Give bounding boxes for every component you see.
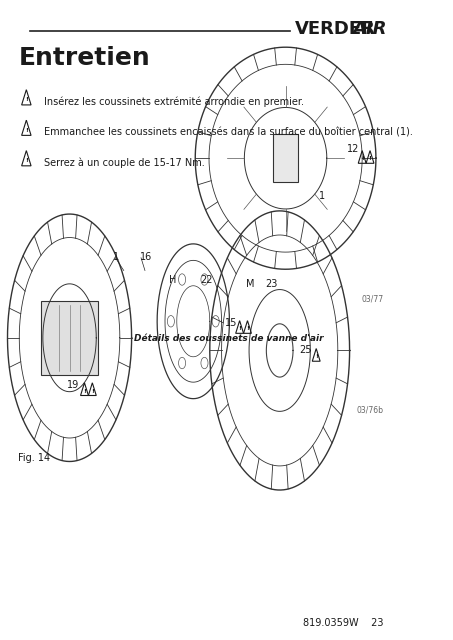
Text: !: ! <box>25 127 28 132</box>
Text: 1: 1 <box>319 191 325 202</box>
Text: Insérez les coussinets extrémité arrondie en premier.: Insérez les coussinets extrémité arrondi… <box>44 97 304 107</box>
Text: Fig. 14: Fig. 14 <box>19 452 51 463</box>
FancyBboxPatch shape <box>273 134 299 182</box>
Text: AIR: AIR <box>352 20 387 38</box>
Text: !: ! <box>91 388 94 394</box>
Text: 15: 15 <box>225 318 237 328</box>
Text: !: ! <box>361 156 364 161</box>
Text: Entretien: Entretien <box>19 46 150 70</box>
Text: M: M <box>246 280 254 289</box>
Text: 12: 12 <box>347 144 359 154</box>
Text: 23: 23 <box>265 280 278 289</box>
Text: 03/76b: 03/76b <box>357 406 384 415</box>
Text: !: ! <box>25 97 28 102</box>
Text: 16: 16 <box>140 252 152 262</box>
Text: Détails des coussinets de vanne d'air: Détails des coussinets de vanne d'air <box>134 334 323 343</box>
Text: 22: 22 <box>200 275 213 285</box>
Text: H: H <box>169 275 176 285</box>
Text: Emmanchee les coussinets encaissés dans la surface du boîtier central (1).: Emmanchee les coussinets encaissés dans … <box>44 127 413 137</box>
Text: 1: 1 <box>113 252 119 262</box>
Text: !: ! <box>25 158 28 163</box>
FancyBboxPatch shape <box>41 301 98 374</box>
Text: !: ! <box>369 156 371 161</box>
Text: Serrez à un couple de 15-17 Nm.: Serrez à un couple de 15-17 Nm. <box>44 157 205 168</box>
Text: 819.0359W    23: 819.0359W 23 <box>303 618 384 628</box>
Text: !: ! <box>246 326 249 332</box>
Text: VERDER: VERDER <box>295 20 376 38</box>
Text: 19: 19 <box>67 380 79 390</box>
Text: !: ! <box>83 388 86 394</box>
Text: 25: 25 <box>299 346 312 355</box>
Text: 03/77: 03/77 <box>361 294 384 303</box>
Text: !: ! <box>315 355 318 359</box>
Text: !: ! <box>238 326 241 332</box>
